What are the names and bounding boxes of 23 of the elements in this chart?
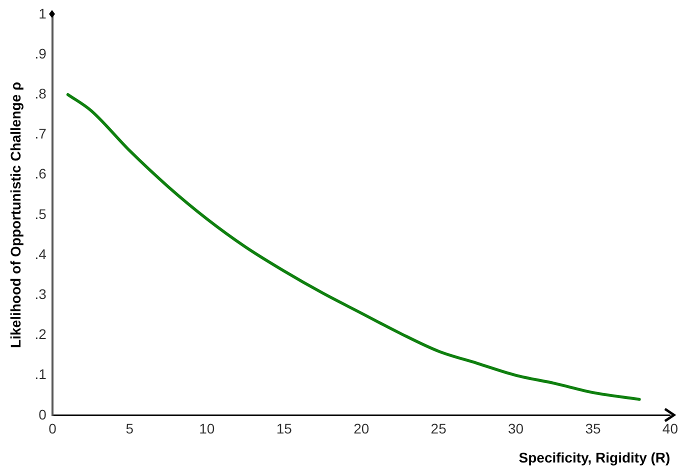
y-tick-label: .2 [34,326,47,342]
y-axis-title: Likelihood of Opportunistic Challenge ρ [7,82,24,348]
y-tick-label: 1 [38,5,47,22]
x-tick-label: 10 [199,420,215,437]
y-tick-label: 0 [38,406,47,422]
x-tick-label: 20 [354,420,370,437]
y-tick-label: .4 [34,246,47,262]
x-tick-label: 15 [276,420,292,437]
y-tick-label: .1 [34,366,47,382]
x-axis-title: Specificity, Rigidity (R) [518,449,670,466]
y-tick-label: .9 [34,45,47,62]
y-tick-label: .7 [34,126,47,142]
line-series [66,93,641,401]
y-tick-label: .6 [34,166,47,182]
x-tick-label: 40 [662,420,678,437]
x-tick-label: 25 [430,420,447,437]
x-tick-label: 0 [48,420,57,437]
y-tick-label: .8 [34,85,47,102]
y-tick-label: .3 [34,286,47,302]
x-tick-label: 30 [508,420,524,437]
x-tick-label: 35 [585,420,601,437]
x-tick-label: 5 [126,420,134,437]
y-tick-label: .5 [34,206,47,222]
